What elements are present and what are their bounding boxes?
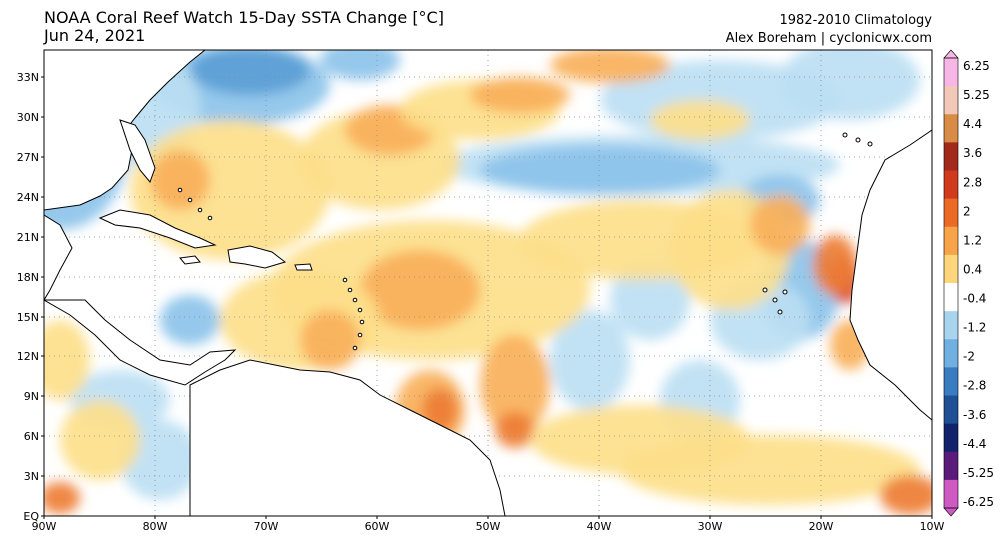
- lat-label: 9N: [24, 390, 39, 403]
- lat-label: 3N: [24, 470, 39, 483]
- colorbar-label: -2: [963, 350, 975, 364]
- colorbar-band: [944, 339, 958, 368]
- colorbar-label: -6.25: [963, 495, 994, 509]
- colorbar-band: [944, 451, 958, 481]
- lat-label: 18N: [17, 271, 39, 284]
- lat-label: 6N: [24, 430, 39, 443]
- lon-label: 90W: [32, 520, 57, 533]
- credit-block: 1982-2010 Climatology Alex Boreham | cyc…: [726, 12, 932, 48]
- colorbar-label: 2: [963, 204, 971, 218]
- climatology-label: 1982-2010 Climatology: [779, 13, 932, 28]
- colorbar-label: -0.4: [963, 292, 986, 306]
- lat-label: 33N: [17, 71, 39, 84]
- longitude-labels: 90W 80W 70W 60W 50W 40W 30W 20W 10W: [32, 516, 945, 533]
- latitude-labels: 33N 30N 27N 24N 21N 18N 15N 12N 9N 6N 3N EQ: [17, 71, 44, 523]
- lat-label: 15N: [17, 311, 39, 324]
- coastlines: [44, 50, 932, 516]
- colorbar-band: [944, 395, 958, 425]
- colorbar-top-arrow: [943, 49, 959, 59]
- colorbar-bottom-arrow: [943, 507, 959, 517]
- lon-label: 70W: [254, 520, 279, 533]
- colorbar-label: 2.8: [963, 175, 982, 189]
- map-title: NOAA Coral Reef Watch 15-Day SSTA Change…: [44, 9, 444, 45]
- colorbar-band: [944, 142, 958, 171]
- lon-label: 50W: [476, 520, 501, 533]
- lat-label: 24N: [17, 191, 39, 204]
- colorbar-band: [944, 198, 958, 228]
- colorbar-band: [944, 423, 958, 453]
- colorbar-label: -1.2: [963, 321, 986, 335]
- colorbar-band: [944, 479, 958, 509]
- colorbar-band: [944, 254, 958, 284]
- colorbar-label: -5.25: [963, 466, 994, 480]
- lat-label: 21N: [17, 231, 39, 244]
- colorbar-band: [944, 283, 958, 312]
- lon-label: 80W: [143, 520, 168, 533]
- colorbar-label: 0.4: [963, 262, 982, 276]
- colorbar-label: -3.6: [963, 408, 986, 422]
- colorbar-band: [944, 58, 958, 87]
- colorbar-band: [944, 114, 958, 143]
- colorbar-label: 1.2: [963, 233, 982, 247]
- colorbar-label: 6.25: [963, 59, 990, 73]
- colorbar-band: [944, 311, 958, 340]
- lat-label: EQ: [23, 510, 39, 523]
- lon-label: 30W: [698, 520, 723, 533]
- lat-label: 12N: [17, 350, 39, 363]
- colorbar-band: [944, 86, 958, 115]
- colorbar-label: 5.25: [963, 88, 990, 102]
- lon-label: 10W: [920, 520, 945, 533]
- colorbar-label: -2.8: [963, 379, 986, 393]
- lat-label: 27N: [17, 151, 39, 164]
- colorbar-label: 4.4: [963, 117, 982, 131]
- colorbar-band: [944, 226, 958, 256]
- lon-label: 20W: [809, 520, 834, 533]
- lon-label: 40W: [587, 520, 612, 533]
- lon-label: 60W: [365, 520, 390, 533]
- colorbar-label: -4.4: [963, 437, 986, 451]
- colorbar-band: [944, 367, 958, 396]
- graticule: [44, 50, 932, 516]
- author-credit: Alex Boreham | cyclonicwx.com: [725, 31, 932, 46]
- title-date: Jun 24, 2021: [44, 26, 146, 45]
- lat-label: 30N: [17, 111, 39, 124]
- colorbar-band: [944, 170, 958, 200]
- colorbar-label: 3.6: [963, 146, 982, 160]
- title-line-1: NOAA Coral Reef Watch 15-Day SSTA Change…: [44, 8, 444, 27]
